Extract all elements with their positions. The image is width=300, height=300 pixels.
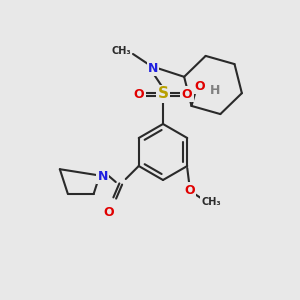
- Text: O: O: [184, 184, 195, 196]
- Text: O: O: [182, 88, 192, 100]
- Text: N: N: [148, 61, 158, 74]
- Text: S: S: [158, 86, 169, 101]
- Text: O: O: [134, 88, 144, 100]
- Text: O: O: [103, 206, 114, 218]
- Text: O: O: [194, 80, 205, 93]
- Text: H: H: [210, 84, 221, 97]
- Text: N: N: [98, 169, 108, 182]
- Text: CH₃: CH₃: [201, 197, 221, 207]
- Text: CH₃: CH₃: [111, 46, 131, 56]
